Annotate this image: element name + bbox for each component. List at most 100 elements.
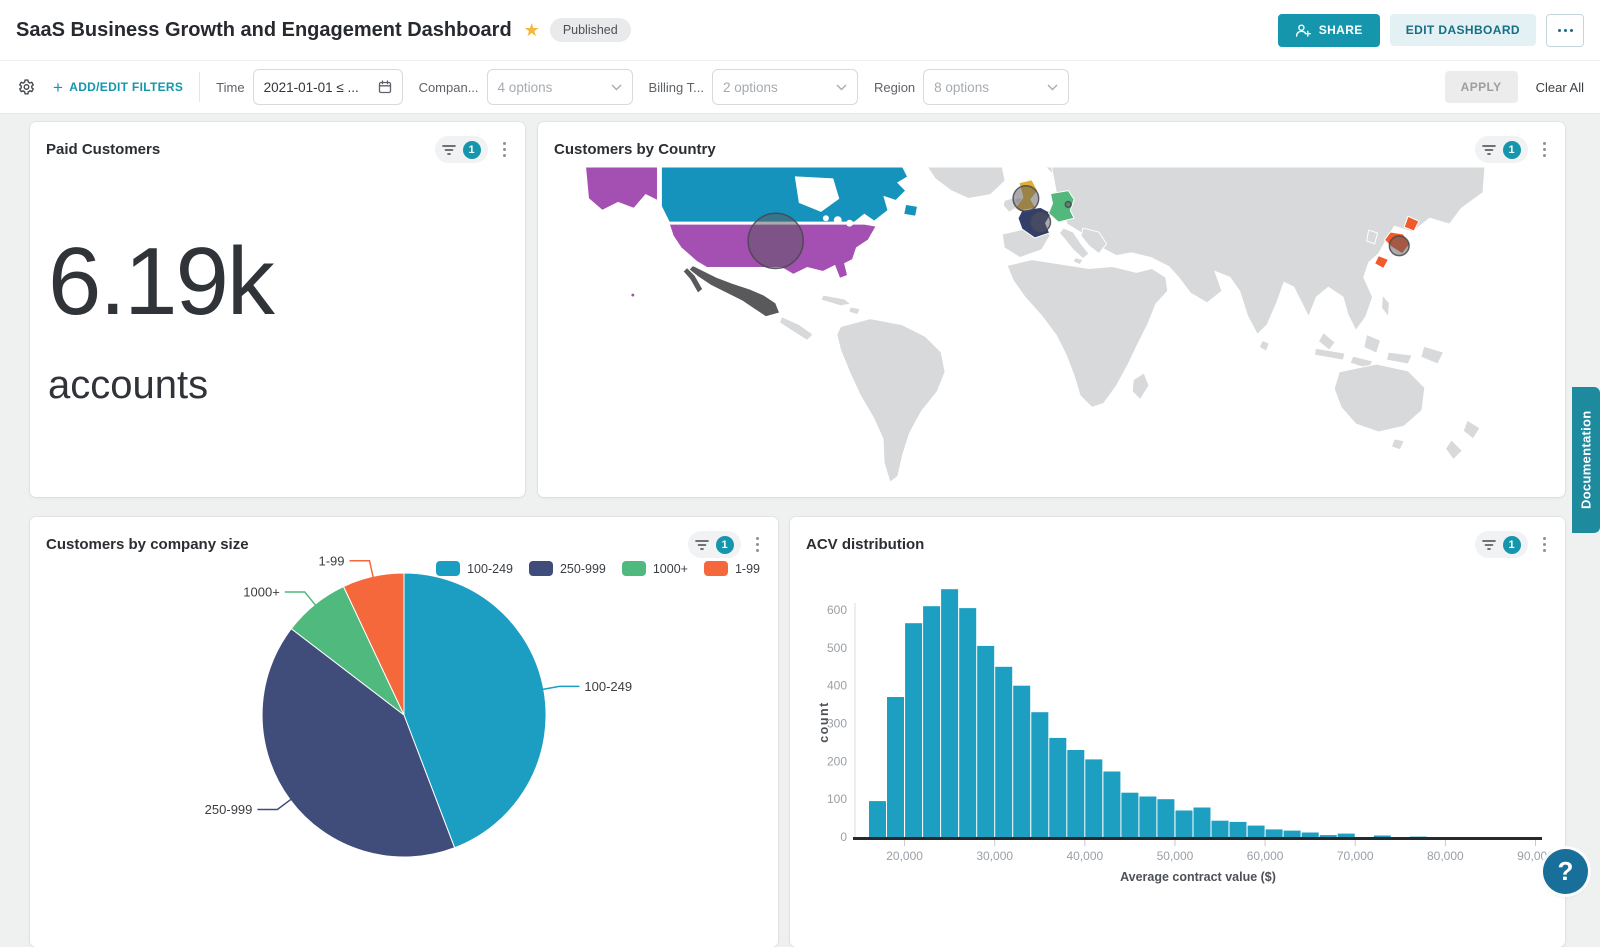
billing-filter-label: Billing T... [649,80,704,95]
chevron-down-icon [611,84,622,91]
company-filter-select[interactable]: 4 options [487,69,633,105]
map-country-usa-hawaii[interactable] [631,293,635,297]
panel-filter-button[interactable]: 1 [688,531,741,558]
histogram-bar[interactable] [1230,822,1247,837]
filter-funnel-icon [1482,539,1496,551]
map-country-japan-kyushu[interactable] [1375,256,1389,269]
histogram-bar[interactable] [1374,836,1391,838]
histogram-bar[interactable] [1176,811,1193,838]
legend-item-250-999[interactable]: 250-999 [529,561,606,576]
kpi-unit: accounts [48,363,509,408]
map-bubble-germany [1065,201,1071,207]
region-filter-select[interactable]: 8 options [923,69,1069,105]
histogram-bar[interactable] [1049,738,1066,837]
histogram-bar[interactable] [1157,799,1174,837]
x-tick-label: 20,000 [886,849,923,863]
histogram-bar[interactable] [1320,835,1337,837]
map-country-usa-alaska[interactable] [586,167,658,210]
histogram-bar[interactable] [959,608,976,837]
histogram-bar[interactable] [977,646,994,837]
map-country-canada[interactable] [661,167,907,222]
kebab-menu-button[interactable] [753,534,763,556]
legend-item-1000-[interactable]: 1000+ [622,561,688,576]
edit-dashboard-button[interactable]: EDIT DASHBOARD [1390,14,1536,46]
filter-count-badge: 1 [1503,141,1521,159]
help-button[interactable]: ? [1543,849,1588,894]
dashboard-title: SaaS Business Growth and Engagement Dash… [16,19,512,42]
map-bubble-france [1031,212,1051,232]
filter-settings-button[interactable] [16,77,37,98]
time-filter-input[interactable]: 2021-01-01 ≤ ... [253,69,403,105]
map-bubble-uk [1013,186,1039,212]
legend-item-1-99[interactable]: 1-99 [704,561,760,576]
panel-filter-button[interactable]: 1 [1475,531,1528,558]
apply-button[interactable]: APPLY [1445,71,1518,103]
gear-icon [16,77,37,98]
legend-label: 1000+ [653,562,688,576]
app-header: SaaS Business Growth and Engagement Dash… [0,0,1600,60]
histogram-bar[interactable] [1139,797,1156,838]
histogram-bar[interactable] [1013,686,1030,837]
panel-filter-button[interactable]: 1 [435,136,488,163]
histogram-bar[interactable] [995,667,1012,837]
map-region-sicily [1073,258,1083,265]
map-region-hispaniola [849,307,861,315]
billing-filter-value: 2 options [723,80,778,95]
histogram-bar[interactable] [1266,829,1283,837]
map-region-madagascar [1132,373,1149,400]
histogram-bar[interactable] [887,697,904,837]
map-country-canada-newfoundland[interactable] [904,204,918,216]
kebab-menu-button[interactable] [500,139,510,161]
panel-paid-customers: Paid Customers 1 6.19k accounts [30,122,525,497]
histogram-bar[interactable] [1121,793,1138,837]
panel-title: Customers by Country [554,141,716,158]
billing-filter-select[interactable]: 2 options [712,69,858,105]
time-filter-label: Time [216,80,244,95]
histogram-bar[interactable] [1103,772,1120,838]
filter-count-badge: 1 [716,536,734,554]
histogram-bar[interactable] [1067,750,1084,837]
histogram-bar[interactable] [1284,831,1301,837]
histogram-bar[interactable] [1085,759,1102,837]
histogram-bar[interactable] [1194,808,1211,838]
map-region-borneo [1364,334,1381,353]
histogram-bar[interactable] [1338,834,1355,837]
histogram-bar[interactable] [1248,826,1265,837]
map-lake [823,215,829,221]
clear-all-button[interactable]: Clear All [1536,80,1584,95]
filter-funnel-icon [442,144,456,156]
histogram-bar[interactable] [941,589,958,837]
company-filter-value: 4 options [498,80,553,95]
histogram-bar[interactable] [1031,712,1048,837]
kebab-menu-button[interactable] [1540,139,1550,161]
header-more-button[interactable] [1546,14,1584,47]
histogram-bar[interactable] [869,801,886,837]
share-button[interactable]: SHARE [1278,14,1380,47]
divider [199,72,200,102]
map-country-mexico[interactable] [689,266,780,317]
world-map[interactable] [554,167,1549,497]
histogram-bar[interactable] [905,623,922,837]
region-filter-label: Region [874,80,915,95]
share-person-icon [1295,23,1311,38]
x-tick-label: 80,000 [1427,849,1464,863]
add-edit-filters-label: ADD/EDIT FILTERS [69,80,183,94]
calendar-icon [378,80,392,94]
kebab-menu-button[interactable] [1540,534,1550,556]
filter-count-badge: 1 [1503,536,1521,554]
favorite-star-icon[interactable]: ★ [524,20,540,41]
kpi-value: 6.19k [48,227,509,337]
panel-filter-button[interactable]: 1 [1475,136,1528,163]
add-edit-filters-button[interactable]: + ADD/EDIT FILTERS [53,79,183,96]
x-tick-label: 70,000 [1337,849,1374,863]
documentation-tab[interactable]: Documentation [1572,387,1600,533]
histogram-bar[interactable] [1302,833,1319,838]
histogram-bar[interactable] [923,606,940,837]
legend-item-100-249[interactable]: 100-249 [436,561,513,576]
histogram-bar[interactable] [1212,821,1229,837]
time-filter-value: 2021-01-01 ≤ ... [264,80,359,95]
company-filter-label: Compan... [419,80,479,95]
map-region-cuba [821,295,851,306]
map-bubble-usa [748,213,803,268]
